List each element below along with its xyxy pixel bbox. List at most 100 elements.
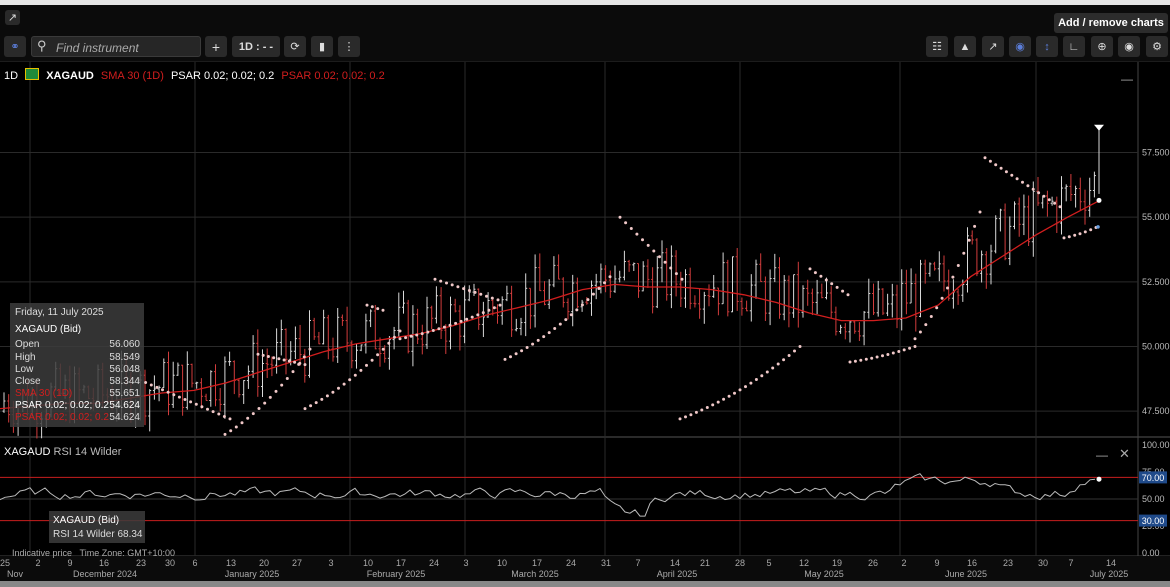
chart-type-icon[interactable]: ▮ bbox=[311, 36, 333, 57]
refresh-icon[interactable]: ⟳ bbox=[284, 36, 306, 57]
indicator-icon[interactable]: ∟ bbox=[1063, 36, 1085, 57]
legend-psar-1[interactable]: PSAR 0.02; 0.02; 0.2 bbox=[170, 70, 275, 82]
bars-icon[interactable]: ☷ bbox=[926, 36, 948, 57]
psar-dot bbox=[353, 373, 357, 377]
psar-dot bbox=[465, 317, 469, 321]
psar-dot bbox=[217, 412, 221, 416]
legend-psar-2[interactable]: PSAR 0.02; 0.02; 0.2 bbox=[281, 70, 385, 82]
day-tick-label: 9 bbox=[934, 558, 939, 568]
link-icon[interactable]: ⚭ bbox=[4, 36, 26, 57]
psar-dot bbox=[988, 159, 992, 163]
psar-dot bbox=[754, 378, 758, 381]
psar-dot bbox=[481, 311, 485, 315]
psar-dot bbox=[456, 285, 460, 289]
psar-dot bbox=[404, 336, 408, 340]
timezone-label: Time Zone: GMT+10:00 bbox=[79, 548, 176, 558]
psar-dot bbox=[1015, 177, 1019, 181]
mountain-chart-icon[interactable]: ▲ bbox=[954, 36, 976, 57]
psar-dot bbox=[669, 266, 673, 270]
chart-minimize-icon[interactable]: — bbox=[1121, 72, 1133, 86]
psar-dot bbox=[282, 358, 286, 362]
chart-toolbar: ⚭ ⚲ + 1D : - - ⟳ ▮ ⋮ ☷ ▲ ↗ ◉ ↕ ∟ ⊕ ◉ ⚙ bbox=[0, 33, 1170, 62]
draw-line-icon[interactable]: ↗ bbox=[982, 36, 1004, 57]
settings-gear-icon[interactable]: ⚙ bbox=[1146, 36, 1168, 57]
find-instrument-input[interactable] bbox=[54, 38, 198, 57]
psar-dot bbox=[967, 238, 971, 242]
psar-dot bbox=[564, 318, 568, 322]
month-tick-label: June 2025 bbox=[945, 569, 987, 579]
psar-dot bbox=[381, 347, 385, 351]
day-tick-label: 10 bbox=[497, 558, 507, 568]
psar-dot bbox=[1031, 187, 1035, 191]
psar-dot bbox=[875, 355, 879, 359]
day-tick-label: 27 bbox=[292, 558, 302, 568]
add-remove-charts-button[interactable]: Add / remove charts bbox=[1054, 13, 1168, 33]
psar-dot bbox=[646, 243, 650, 247]
psar-dot bbox=[994, 163, 998, 167]
psar-dot bbox=[177, 395, 181, 399]
psar-dot bbox=[1067, 235, 1071, 239]
psar-dot bbox=[450, 283, 454, 287]
tooltip-row-sma: SMA 30 (1D) 55.651 bbox=[15, 388, 140, 399]
psar-dot bbox=[398, 337, 402, 341]
rsi-band-label-bg bbox=[1139, 471, 1167, 484]
psar-dot bbox=[1073, 233, 1077, 237]
psar-dot bbox=[738, 388, 742, 392]
day-tick-label: 26 bbox=[868, 558, 878, 568]
popout-icon[interactable]: ↗ bbox=[5, 10, 20, 25]
psar-dot bbox=[1083, 230, 1087, 234]
day-tick-label: 2 bbox=[901, 558, 906, 568]
legend-sma[interactable]: SMA 30 (1D) bbox=[100, 70, 164, 82]
rsi-last-point bbox=[1096, 476, 1102, 482]
month-tick-label: February 2025 bbox=[367, 569, 426, 579]
crosshair-icon[interactable]: ↕ bbox=[1036, 36, 1058, 57]
psar-dot bbox=[1058, 205, 1062, 209]
zoom-icon[interactable]: ⊕ bbox=[1091, 36, 1113, 57]
add-button[interactable]: + bbox=[205, 36, 227, 57]
psar-dot bbox=[325, 394, 329, 398]
psar-dot bbox=[348, 378, 352, 382]
psar-dot bbox=[514, 352, 518, 356]
psar-dot bbox=[1021, 180, 1024, 184]
interval-selector[interactable]: 1D : - - bbox=[232, 36, 280, 57]
psar-dot bbox=[924, 323, 928, 327]
psar-dot bbox=[520, 349, 524, 353]
eye-icon[interactable]: ◉ bbox=[1009, 36, 1031, 57]
psar-dot bbox=[287, 359, 291, 363]
psar-dot bbox=[479, 292, 483, 296]
psar-dot bbox=[635, 232, 639, 236]
psar-dot bbox=[302, 355, 306, 359]
price-axis: 47.500 50.000 52.500 55.000 57.500 bbox=[1142, 148, 1170, 417]
rsi-indicator-name[interactable]: RSI 14 Wilder bbox=[53, 446, 122, 458]
psar-dot bbox=[641, 238, 644, 242]
psar-dot bbox=[652, 249, 656, 253]
search-box[interactable]: ⚲ bbox=[31, 36, 201, 57]
psar-dot bbox=[277, 357, 281, 361]
month-tick-label: March 2025 bbox=[511, 569, 559, 579]
psar-dot bbox=[765, 370, 769, 374]
psar-dot bbox=[149, 383, 153, 387]
psar-dot bbox=[983, 156, 987, 160]
camera-icon[interactable]: ◉ bbox=[1118, 36, 1140, 57]
psar-dot bbox=[846, 293, 850, 297]
psar-dot bbox=[813, 271, 817, 275]
psar-dot bbox=[189, 400, 193, 404]
psar-dot bbox=[454, 321, 458, 325]
instrument-flag-icon bbox=[25, 68, 40, 80]
more-menu-icon[interactable]: ⋮ bbox=[338, 36, 360, 57]
indicative-price-label: Indicative price bbox=[12, 548, 73, 558]
minimize-icon[interactable]: — bbox=[1096, 448, 1108, 462]
psar-dot bbox=[144, 381, 148, 384]
psar-dot bbox=[268, 395, 272, 399]
legend-interval: 1D bbox=[4, 70, 19, 82]
close-icon[interactable]: ✕ bbox=[1119, 446, 1130, 461]
psar-dot bbox=[771, 366, 775, 370]
psar-dot bbox=[370, 305, 374, 309]
rsi-band-label: 30.00 bbox=[1142, 516, 1165, 526]
psar-dot bbox=[280, 383, 284, 387]
day-tick-label: 13 bbox=[226, 558, 236, 568]
psar-dot bbox=[853, 359, 857, 363]
day-tick-label: 23 bbox=[1003, 558, 1013, 568]
psar-dot bbox=[234, 425, 238, 429]
